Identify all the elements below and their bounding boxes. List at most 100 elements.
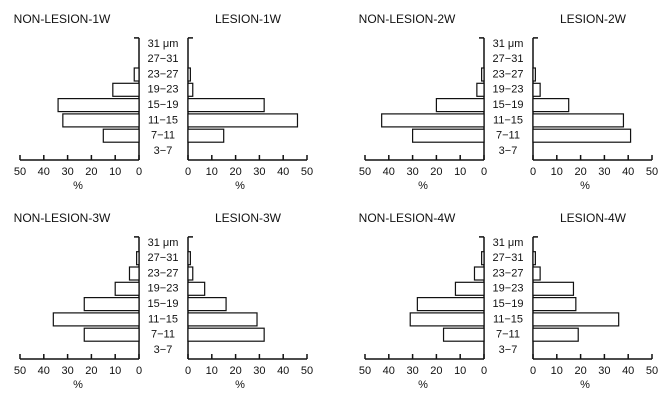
category-label: 3−7 — [499, 344, 518, 356]
x-axis-label: % — [235, 379, 245, 391]
category-label: 15−19 — [493, 99, 524, 111]
category-label: 7−11 — [151, 130, 175, 142]
bar — [442, 327, 485, 342]
category-label: 19−23 — [148, 84, 179, 96]
bar — [412, 128, 485, 143]
x-tick-label: 10 — [454, 365, 466, 377]
x-tick-label: 30 — [61, 365, 73, 377]
x-tick-label: 0 — [136, 365, 142, 377]
bar — [409, 312, 485, 327]
category-label: 3−7 — [154, 344, 173, 356]
x-tick-label: 30 — [598, 365, 610, 377]
x-tick-label: 0 — [530, 166, 536, 178]
x-tick-label: 50 — [14, 166, 26, 178]
x-tick-label: 50 — [359, 365, 371, 377]
bar — [187, 67, 191, 82]
x-tick-label: 0 — [185, 166, 191, 178]
category-label: 23−27 — [148, 267, 179, 279]
category-label: 23−27 — [493, 68, 524, 80]
x-tick-label: 20 — [85, 166, 97, 178]
bar — [187, 297, 227, 312]
category-label: 3−7 — [499, 145, 518, 157]
x-tick-label: 10 — [109, 365, 121, 377]
bar — [532, 327, 579, 342]
category-label: 11−15 — [493, 313, 523, 325]
bar — [187, 327, 265, 342]
category-label: 31 μm — [148, 38, 179, 50]
x-tick-label: 40 — [622, 166, 634, 178]
bar — [52, 312, 140, 327]
x-tick-label: 40 — [38, 166, 50, 178]
bar — [381, 113, 485, 128]
x-tick-label: 20 — [229, 166, 241, 178]
category-label: 7−11 — [151, 329, 175, 341]
bar — [532, 266, 541, 281]
bar — [83, 327, 140, 342]
x-tick-label: 10 — [109, 166, 121, 178]
bar — [532, 281, 575, 296]
x-tick-label: 20 — [430, 166, 442, 178]
category-label: 23−27 — [148, 68, 179, 80]
category-label: 31 μm — [493, 237, 524, 249]
bar — [62, 113, 140, 128]
bar — [187, 312, 258, 327]
x-axis-label: % — [235, 180, 245, 192]
category-label: 7−11 — [496, 329, 520, 341]
x-tick-label: 10 — [551, 166, 563, 178]
category-label: 15−19 — [148, 298, 179, 310]
x-tick-label: 10 — [551, 365, 563, 377]
category-label: 23−27 — [493, 267, 524, 279]
x-tick-label: 30 — [598, 166, 610, 178]
x-tick-label: 20 — [574, 166, 586, 178]
x-tick-label: 0 — [530, 365, 536, 377]
category-label: 19−23 — [493, 84, 524, 96]
bar — [102, 128, 140, 143]
panel-title: LESION-2W — [560, 12, 627, 26]
panel-title: LESION-1W — [215, 12, 282, 26]
bar — [532, 128, 632, 143]
bar — [187, 251, 191, 266]
bar — [476, 82, 485, 97]
x-tick-label: 0 — [185, 365, 191, 377]
category-label: 27−31 — [493, 252, 524, 264]
bar — [532, 312, 620, 327]
x-axis-label: % — [580, 379, 590, 391]
bar — [83, 297, 140, 312]
bar — [481, 251, 485, 266]
category-label: 11−15 — [148, 114, 178, 126]
bar — [187, 97, 265, 113]
category-label: 11−15 — [493, 114, 523, 126]
bar — [187, 266, 194, 281]
bar — [112, 82, 140, 97]
category-label: 27−31 — [148, 53, 179, 65]
x-tick-label: 20 — [574, 365, 586, 377]
panel-title: LESION-3W — [215, 211, 282, 225]
x-tick-label: 20 — [229, 365, 241, 377]
x-tick-label: 50 — [301, 365, 313, 377]
x-tick-label: 40 — [277, 166, 289, 178]
category-label: 11−15 — [148, 313, 178, 325]
category-label: 27−31 — [148, 252, 179, 264]
category-label: 7−11 — [496, 130, 520, 142]
bar — [454, 281, 485, 296]
bar — [114, 281, 140, 296]
panel-title: NON-LESION-4W — [359, 211, 456, 225]
x-tick-label: 20 — [85, 365, 97, 377]
x-tick-label: 50 — [646, 365, 658, 377]
category-label: 31 μm — [493, 38, 524, 50]
x-tick-label: 50 — [301, 166, 313, 178]
bar — [532, 97, 570, 113]
bar — [136, 251, 140, 266]
category-label: 15−19 — [493, 298, 524, 310]
x-tick-label: 40 — [622, 365, 634, 377]
x-tick-label: 30 — [253, 166, 265, 178]
x-tick-label: 0 — [481, 166, 487, 178]
x-tick-label: 0 — [481, 365, 487, 377]
x-tick-label: 30 — [406, 166, 418, 178]
bar — [532, 82, 541, 97]
bar — [532, 297, 577, 312]
category-label: 19−23 — [493, 283, 524, 295]
x-axis-label: % — [73, 180, 83, 192]
